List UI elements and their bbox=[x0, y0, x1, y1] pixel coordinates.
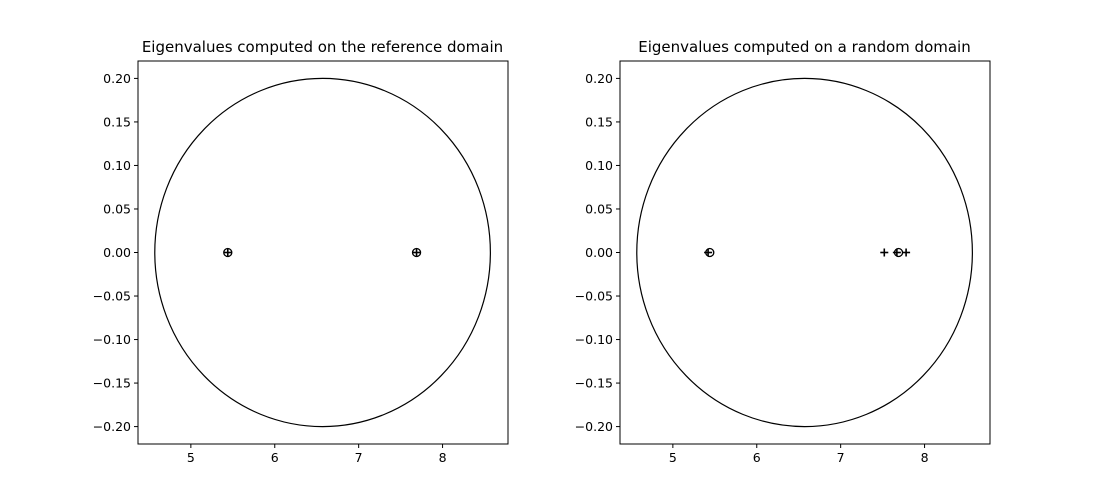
y-tick-label: 0.20 bbox=[103, 71, 131, 86]
x-tick-label: 5 bbox=[187, 450, 195, 465]
chart-title: Eigenvalues computed on a random domain bbox=[638, 38, 970, 56]
y-tick-label: 0.15 bbox=[103, 114, 131, 129]
y-tick-label: 0.05 bbox=[585, 201, 613, 216]
y-tick-label: −0.15 bbox=[575, 376, 613, 391]
plus-marker bbox=[902, 248, 911, 257]
y-tick-label: −0.05 bbox=[93, 289, 131, 304]
y-tick-label: −0.20 bbox=[93, 419, 131, 434]
subplot-random-domain: Eigenvalues computed on a random domain … bbox=[575, 38, 991, 465]
y-tick-label: −0.10 bbox=[93, 332, 131, 347]
axes-frame bbox=[137, 60, 509, 445]
circle-marker bbox=[223, 247, 233, 258]
x-tick-label: 7 bbox=[837, 450, 845, 465]
y-tick-label: 0.15 bbox=[585, 114, 613, 129]
y-tick-label: 0.10 bbox=[103, 158, 131, 173]
boundary-circle bbox=[636, 77, 973, 428]
plus-marker bbox=[880, 248, 889, 257]
x-tick-label: 6 bbox=[271, 450, 279, 465]
plus-marker bbox=[412, 248, 421, 257]
circle-marker bbox=[705, 247, 715, 258]
x-tick-label: 8 bbox=[439, 450, 447, 465]
axes-frame bbox=[619, 60, 991, 445]
y-tick-label: 0.20 bbox=[585, 71, 613, 86]
x-tick-label: 5 bbox=[669, 450, 677, 465]
y-tick-label: 0.10 bbox=[585, 158, 613, 173]
chart-title: Eigenvalues computed on the reference do… bbox=[142, 38, 503, 56]
y-tick-label: −0.10 bbox=[575, 332, 613, 347]
y-tick-label: 0.00 bbox=[585, 245, 613, 260]
x-tick-label: 7 bbox=[355, 450, 363, 465]
circle-marker bbox=[411, 247, 422, 258]
circle-marker bbox=[893, 247, 904, 258]
y-tick-label: −0.15 bbox=[93, 376, 131, 391]
y-tick-label: −0.05 bbox=[575, 289, 613, 304]
boundary-circle bbox=[154, 77, 491, 428]
y-tick-label: 0.00 bbox=[103, 245, 131, 260]
x-tick-label: 6 bbox=[753, 450, 761, 465]
subplot-reference-domain: Eigenvalues computed on the reference do… bbox=[93, 38, 509, 465]
x-tick-label: 8 bbox=[921, 450, 929, 465]
y-tick-label: −0.20 bbox=[575, 419, 613, 434]
y-tick-label: 0.05 bbox=[103, 201, 131, 216]
plus-marker bbox=[223, 248, 232, 257]
